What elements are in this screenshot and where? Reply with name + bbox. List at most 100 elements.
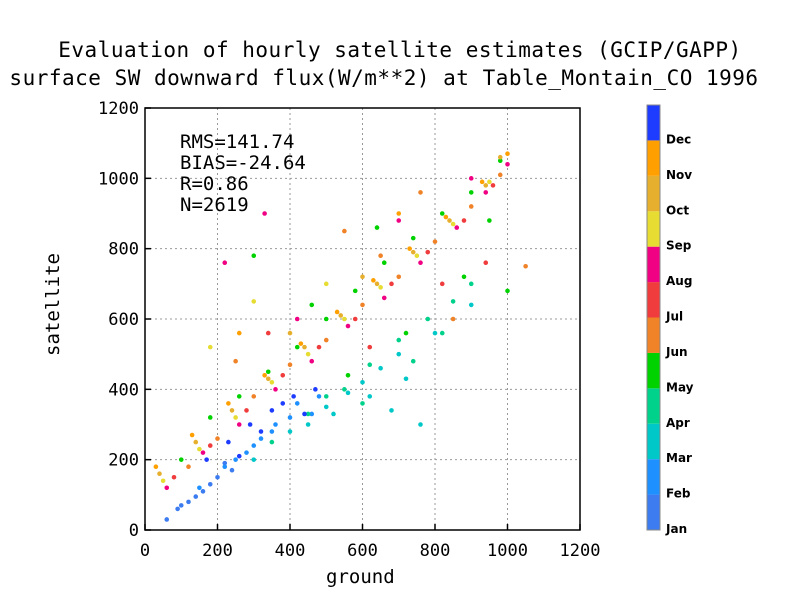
data-point xyxy=(287,415,293,420)
data-point xyxy=(193,494,199,499)
data-point xyxy=(468,176,474,181)
colorbar-segment xyxy=(647,246,660,283)
data-point xyxy=(215,436,220,441)
data-point xyxy=(432,239,438,244)
data-point xyxy=(178,457,184,462)
data-point xyxy=(360,302,365,308)
data-point xyxy=(164,517,170,522)
data-point xyxy=(479,179,485,185)
data-point xyxy=(226,401,231,406)
data-point xyxy=(305,351,311,357)
data-point xyxy=(233,358,238,364)
data-point xyxy=(418,422,423,427)
data-point xyxy=(294,316,300,322)
data-point xyxy=(222,464,228,470)
data-point xyxy=(334,309,340,315)
y-tick-label: 1000 xyxy=(98,169,139,189)
stat-r: R=0.86 xyxy=(180,173,249,195)
data-point xyxy=(309,302,315,308)
chart-subtitle: surface SW downward flux(W/m**2) at Tabl… xyxy=(9,66,759,90)
data-point xyxy=(229,467,235,473)
colorbar-label: Nov xyxy=(666,168,692,182)
data-point xyxy=(316,394,322,399)
colorbar-segment xyxy=(647,388,660,424)
data-point xyxy=(186,499,191,505)
data-point xyxy=(197,446,202,452)
data-point xyxy=(439,330,445,336)
data-point xyxy=(215,474,220,480)
data-point xyxy=(418,260,423,266)
colorbar-label: Jul xyxy=(665,310,683,324)
data-point xyxy=(309,358,315,364)
data-point xyxy=(396,274,402,280)
x-tick-label: 200 xyxy=(202,541,233,561)
data-point xyxy=(371,278,376,283)
data-point xyxy=(367,362,373,368)
data-point xyxy=(262,372,267,378)
chart-title: Evaluation of hourly satellite estimates… xyxy=(58,38,742,62)
data-point xyxy=(251,457,257,462)
data-point xyxy=(236,330,242,336)
y-tick-label: 400 xyxy=(108,380,139,400)
data-point xyxy=(236,453,242,459)
data-point xyxy=(265,376,271,382)
data-point xyxy=(164,485,170,491)
data-point xyxy=(331,411,336,417)
data-point xyxy=(345,323,351,329)
data-point xyxy=(160,478,166,484)
colorbar-segment xyxy=(647,211,660,247)
data-point xyxy=(389,408,394,413)
colorbar-label: Dec xyxy=(666,132,691,146)
y-axis-label: satellite xyxy=(42,253,64,356)
data-point xyxy=(450,299,456,304)
colorbar-segment xyxy=(647,352,660,389)
colorbar-segment xyxy=(647,494,660,530)
colorbar-segment xyxy=(647,140,660,176)
data-point xyxy=(178,503,184,508)
data-point xyxy=(345,390,351,396)
data-point xyxy=(269,408,275,413)
data-point xyxy=(461,274,467,280)
colorbar-label: Oct xyxy=(666,203,689,217)
x-tick-label: 1200 xyxy=(560,541,601,561)
data-point xyxy=(251,253,257,258)
colorbar-frame xyxy=(646,104,661,531)
data-point xyxy=(396,218,402,223)
data-point xyxy=(483,183,489,188)
x-tick-label: 1000 xyxy=(487,541,528,561)
data-point xyxy=(323,337,329,343)
data-point xyxy=(367,394,373,399)
colorbar-segment xyxy=(647,459,660,495)
data-point xyxy=(294,401,300,406)
colorbar-segment xyxy=(647,175,660,212)
data-point xyxy=(236,422,242,427)
y-tick-label: 800 xyxy=(108,240,139,260)
data-point xyxy=(222,260,228,266)
data-point xyxy=(418,190,423,195)
data-point xyxy=(229,408,235,413)
colorbar-label: Jun xyxy=(665,345,688,359)
data-point xyxy=(483,190,489,195)
data-point xyxy=(273,387,278,392)
data-point xyxy=(450,316,456,322)
data-point xyxy=(298,341,304,346)
data-point xyxy=(378,285,383,290)
data-point xyxy=(265,369,271,375)
data-point xyxy=(207,344,213,350)
data-point xyxy=(468,190,474,195)
data-point xyxy=(204,457,209,462)
data-point xyxy=(396,211,402,216)
data-point xyxy=(342,316,347,322)
stat-bias: BIAS=-24.64 xyxy=(180,152,306,174)
data-point xyxy=(396,351,402,357)
data-point xyxy=(197,485,202,491)
data-point xyxy=(244,450,249,455)
data-point xyxy=(374,225,380,230)
x-tick-label: 800 xyxy=(420,541,451,561)
data-point xyxy=(447,218,452,223)
colorbar-label: Apr xyxy=(666,416,690,430)
data-point xyxy=(381,295,387,301)
data-point xyxy=(251,299,257,304)
data-point xyxy=(425,316,431,322)
